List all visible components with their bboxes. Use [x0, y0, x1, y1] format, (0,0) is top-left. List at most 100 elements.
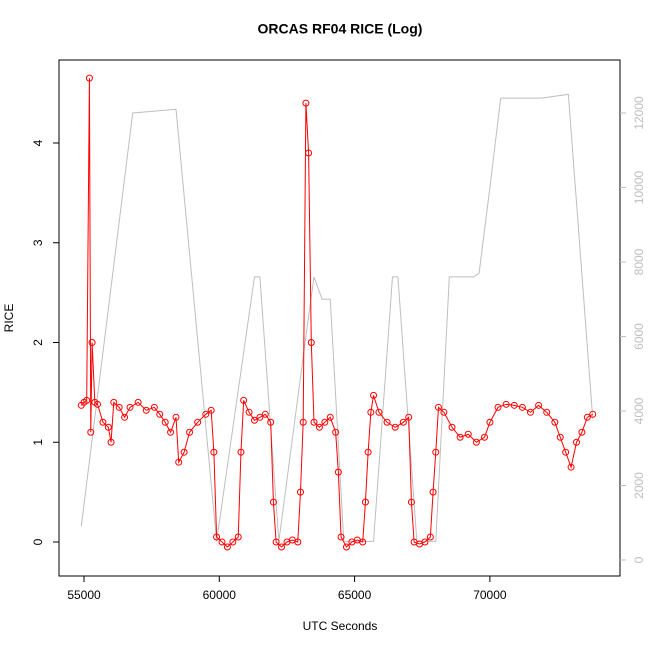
series-line [80, 93, 594, 542]
data-point [543, 408, 551, 416]
data-point [278, 543, 286, 551]
data-point [448, 423, 456, 431]
y2-tick-label: 6000 [632, 323, 646, 350]
y-tick-label: 4 [31, 139, 45, 146]
x-tick-label: 65000 [338, 588, 372, 602]
y2-tick-label: 0 [632, 556, 646, 563]
data-point [326, 413, 334, 421]
data-point [310, 418, 318, 426]
data-point [337, 533, 345, 541]
data-point [562, 448, 570, 456]
y-tick-label: 0 [31, 538, 45, 545]
data-point [229, 538, 237, 546]
data-point [342, 543, 350, 551]
data-point [175, 458, 183, 466]
data-point [305, 149, 313, 157]
x-tick-label: 55000 [67, 588, 101, 602]
data-point [432, 448, 440, 456]
data-point [99, 418, 107, 426]
data-point [83, 396, 91, 404]
data-point [518, 403, 526, 411]
data-point [399, 418, 407, 426]
data-point [480, 433, 488, 441]
data-point [440, 408, 448, 416]
data-point [583, 413, 591, 421]
data-point [472, 438, 480, 446]
data-point [510, 401, 518, 409]
data-point [494, 403, 502, 411]
plot-frame [58, 59, 621, 577]
data-point [186, 428, 194, 436]
data-point [578, 428, 586, 436]
data-point [407, 498, 415, 506]
x-axis-label: UTC Seconds [303, 619, 378, 633]
data-point [383, 418, 391, 426]
data-point [456, 433, 464, 441]
y2-tick-label: 10000 [632, 170, 646, 204]
data-point [237, 448, 245, 456]
y2-tick-label: 12000 [632, 96, 646, 130]
data-point [464, 430, 472, 438]
data-point [334, 468, 342, 476]
data-point [94, 400, 102, 408]
data-point [245, 408, 253, 416]
data-point [107, 438, 115, 446]
data-point [234, 533, 242, 541]
data-point [551, 418, 559, 426]
data-point [223, 543, 231, 551]
x-tick-label: 60000 [203, 588, 237, 602]
data-point [213, 533, 221, 541]
data-point [296, 488, 304, 496]
data-point [180, 448, 188, 456]
data-point [315, 423, 323, 431]
data-point [115, 403, 123, 411]
data-point [88, 338, 96, 346]
y2-tick-label: 4000 [632, 397, 646, 424]
x-tick-label: 70000 [473, 588, 507, 602]
data-point [210, 448, 218, 456]
data-point [370, 391, 378, 399]
data-point [302, 99, 310, 107]
data-point [589, 410, 597, 418]
data-point [150, 403, 158, 411]
data-point [486, 418, 494, 426]
data-point [332, 428, 340, 436]
data-point [156, 410, 164, 418]
data-point [405, 413, 413, 421]
data-point [269, 498, 277, 506]
data-point [272, 538, 280, 546]
data-point [142, 406, 150, 414]
data-point [85, 74, 93, 82]
data-point [161, 418, 169, 426]
data-point [391, 423, 399, 431]
data-point [299, 418, 307, 426]
y2-tick-label: 2000 [632, 472, 646, 499]
data-point [121, 413, 129, 421]
data-point [421, 538, 429, 546]
data-point [526, 408, 534, 416]
data-point [572, 438, 580, 446]
data-point [556, 433, 564, 441]
data-point [172, 413, 180, 421]
data-point [126, 403, 134, 411]
y-tick-label: 3 [31, 239, 45, 246]
data-point [134, 398, 142, 406]
data-point [104, 423, 112, 431]
data-point [250, 416, 258, 424]
data-point [535, 401, 543, 409]
data-point [567, 463, 575, 471]
data-point [294, 538, 302, 546]
data-point [261, 410, 269, 418]
y-tick-label: 1 [31, 439, 45, 446]
data-point [194, 418, 202, 426]
y-tick-label: 2 [31, 339, 45, 346]
data-point [364, 448, 372, 456]
data-point [202, 410, 210, 418]
data-point [367, 408, 375, 416]
data-point [429, 488, 437, 496]
data-point [218, 538, 226, 546]
data-point [207, 406, 215, 414]
data-point [321, 418, 329, 426]
data-point [359, 538, 367, 546]
